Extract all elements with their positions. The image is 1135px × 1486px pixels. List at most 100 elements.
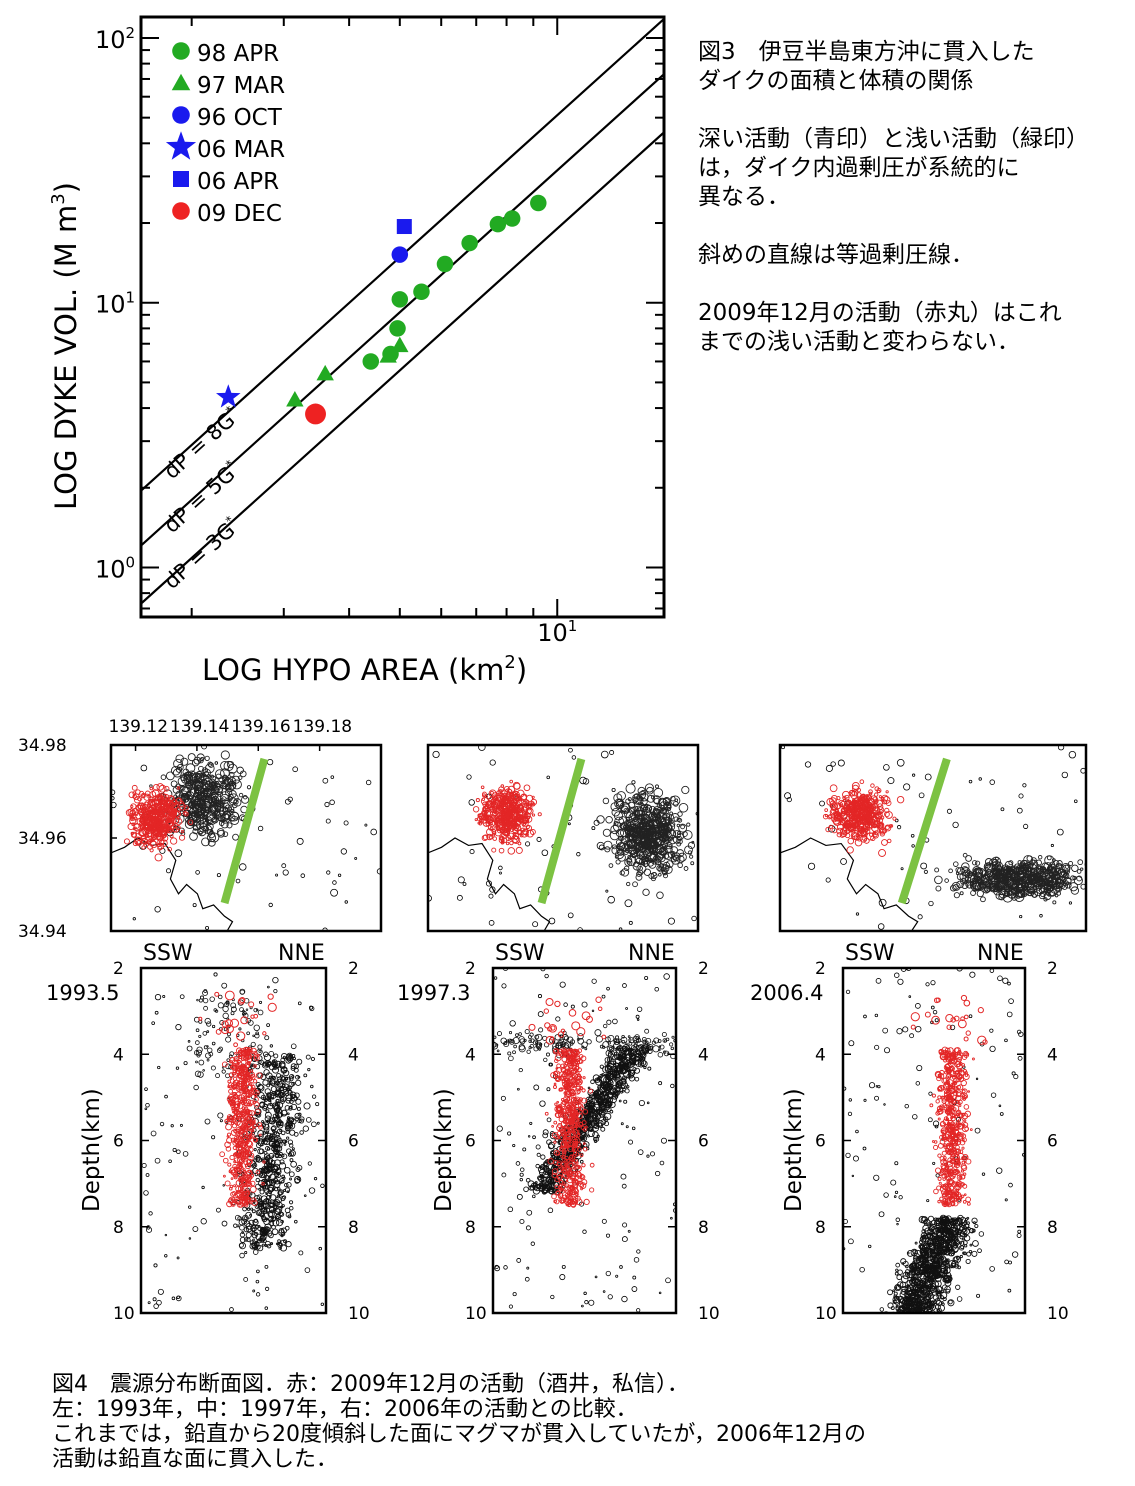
event	[507, 1206, 514, 1213]
event	[262, 1123, 270, 1131]
event	[256, 1202, 262, 1208]
event	[804, 761, 812, 768]
event	[265, 1286, 270, 1291]
event	[1065, 877, 1072, 885]
event-2009	[847, 837, 855, 845]
event	[607, 895, 615, 904]
event	[145, 1173, 150, 1177]
event	[520, 1167, 525, 1172]
event	[568, 747, 573, 753]
event-2009	[481, 797, 486, 801]
event	[948, 868, 953, 874]
event-2009	[244, 1090, 252, 1098]
event-2009	[241, 1082, 245, 1087]
event	[188, 1237, 192, 1240]
event-2009	[242, 1168, 246, 1171]
event	[266, 1092, 272, 1098]
event	[654, 784, 660, 789]
event-2009	[868, 789, 873, 795]
event	[660, 1137, 667, 1144]
event-2009	[239, 1201, 244, 1206]
event	[272, 1076, 275, 1080]
event-2009	[848, 791, 852, 795]
event	[928, 900, 934, 907]
event-2009	[166, 825, 172, 831]
event	[526, 1266, 530, 1270]
event	[283, 1239, 288, 1244]
event	[172, 1147, 177, 1153]
event-2009	[229, 1154, 235, 1161]
event	[203, 1005, 208, 1011]
event-2009	[180, 829, 185, 834]
lon-tick-label: 139.12	[109, 717, 168, 737]
event	[1046, 855, 1052, 861]
event	[209, 996, 215, 1002]
event	[983, 877, 993, 887]
event	[251, 1227, 256, 1232]
event	[644, 831, 650, 837]
event-2009	[267, 1002, 277, 1012]
event	[984, 870, 995, 881]
event	[923, 869, 928, 874]
event-2009	[509, 779, 514, 784]
event	[188, 1205, 192, 1209]
event	[215, 773, 222, 780]
event	[964, 877, 969, 882]
event	[251, 1063, 255, 1068]
event-2009	[237, 1049, 242, 1054]
event	[274, 1115, 281, 1122]
event-2009	[874, 792, 879, 797]
event	[1073, 799, 1078, 804]
event	[297, 1112, 302, 1117]
event-2009	[237, 1060, 241, 1064]
event	[1026, 855, 1033, 862]
event	[290, 1160, 297, 1168]
event	[972, 860, 978, 866]
event	[591, 978, 597, 984]
event	[522, 1147, 527, 1152]
event-2009	[830, 807, 838, 815]
event-2009	[491, 803, 496, 809]
event	[285, 1086, 291, 1092]
event-2009	[242, 1074, 249, 1081]
event	[182, 1151, 189, 1157]
event	[291, 1147, 295, 1151]
event-2009	[246, 1158, 252, 1165]
event-2009	[240, 1050, 247, 1057]
event	[935, 885, 942, 892]
event	[216, 873, 221, 878]
event	[266, 1179, 273, 1186]
event	[203, 796, 213, 807]
event-2009	[249, 1180, 256, 1187]
event	[255, 1111, 262, 1118]
event	[287, 1087, 290, 1091]
event	[281, 863, 287, 869]
event-2009	[828, 824, 833, 829]
event	[1055, 877, 1062, 884]
event	[192, 825, 199, 831]
event	[456, 894, 463, 901]
event-2009	[246, 1060, 251, 1066]
event	[186, 780, 197, 791]
event	[287, 1055, 294, 1062]
event-2009	[839, 833, 845, 838]
event	[525, 1225, 531, 1231]
event	[264, 1115, 272, 1122]
event	[258, 1049, 262, 1053]
event	[225, 1001, 230, 1006]
event	[201, 837, 210, 847]
event	[288, 1106, 293, 1111]
legend-entry: 06 MAR	[197, 137, 285, 163]
event	[283, 1143, 287, 1146]
event	[667, 917, 675, 925]
event-2009	[236, 1031, 246, 1041]
event-2009	[167, 828, 173, 834]
event	[1064, 881, 1072, 889]
event	[255, 1157, 261, 1162]
event-2009	[864, 823, 871, 829]
event-2009	[267, 993, 274, 1000]
event	[970, 890, 976, 896]
event-2009	[240, 1016, 249, 1025]
event	[272, 1119, 276, 1123]
